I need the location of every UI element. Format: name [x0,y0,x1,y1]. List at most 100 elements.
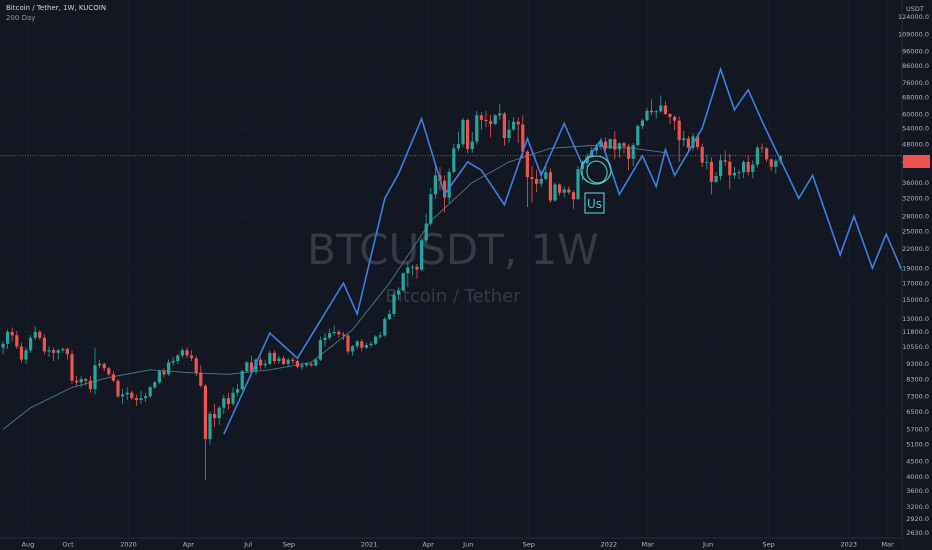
candle [627,144,631,171]
candle [93,347,97,395]
candle [705,154,709,170]
y-tick-label: 2630.0 [906,529,929,537]
candle-body [479,115,483,120]
candle-body [337,331,341,335]
candle-body [42,337,46,352]
candle-body [535,178,539,184]
candle [314,358,318,367]
candle [268,350,272,366]
candle-body [6,331,10,344]
candle-body [282,358,286,364]
candle-body [259,359,263,366]
candle [277,355,281,364]
candle [544,164,548,181]
candle-body [107,368,111,375]
candle [700,144,704,167]
candle [171,356,175,366]
x-tick-label: 2020 [120,541,137,549]
y-tick-label: 36000.0 [902,179,929,187]
candle-body [516,121,520,125]
candle [553,182,557,202]
candle-body [268,352,272,364]
candle [217,405,221,425]
candle-body [56,350,60,353]
candle-body [19,346,23,360]
candle-body [121,394,125,397]
y-tick-label: 5100.0 [906,441,929,449]
candle-body [539,178,543,184]
candle-body [98,363,102,366]
candle [42,334,46,355]
y-tick-label: 5700.0 [906,426,929,434]
candle-body [709,161,713,182]
candle [548,168,552,203]
candle-body [374,336,378,344]
candle-body [75,380,79,383]
candle-body [392,294,396,314]
candle-body [29,337,33,351]
candle-body [369,343,373,346]
us-circle-mark-inner [586,160,608,184]
candle-body [705,161,709,163]
candle-body [397,290,401,295]
candle [282,355,286,366]
symbol-title: Bitcoin / Tether, 1W, KUCOIN [6,4,107,12]
candle-body [636,126,640,145]
candle-body [245,362,249,372]
candle-body [305,363,309,366]
candle-body [498,113,502,116]
candle [507,119,511,143]
candle-body [530,177,534,179]
candle [475,110,479,145]
candle-body [525,151,529,178]
candle-body [686,138,690,148]
candle [213,403,217,428]
candle [732,166,736,179]
candle-body [341,334,345,336]
candle [410,264,414,276]
candle-body [139,398,143,401]
candle-body [47,350,51,352]
candle [199,365,203,388]
candle [75,375,79,386]
x-tick-label: Jul [243,541,252,549]
candle [447,168,451,204]
candle [328,328,332,341]
x-tick-label: Mar [881,541,894,549]
candle-body [157,371,161,383]
candle [263,359,267,369]
candle [470,132,474,153]
candle-body [594,146,598,151]
time-axis[interactable]: Aug Oct 2020 Apr Jul Sep 2021 Apr Jun Sep 2022 Mar J… [0,537,932,550]
candle-body [176,355,180,362]
projection-line [223,66,932,435]
y-tick-label: 10550.0 [902,343,929,351]
candle-body [617,143,621,150]
price-axis[interactable]: USDT 124000.0 109000.0 96000.0 86000.0 76000… [898,0,932,550]
candle-body [668,113,672,117]
candle [231,387,235,406]
candle-body [751,164,755,172]
candle-body [746,161,750,172]
y-tick-label: 7300.0 [906,392,929,400]
candle [387,310,391,321]
y-tick-label: 109000.0 [898,30,929,38]
candle-body [226,398,230,404]
candle-body [406,267,410,274]
candle-body [452,148,456,172]
candle-body [240,371,244,390]
candle [286,358,290,367]
candle-body [700,146,704,163]
candle [415,264,419,279]
y-tick-label: 68000.0 [902,94,929,102]
x-tick-label: Oct [62,541,74,549]
candle [512,117,516,131]
candle-body [300,365,304,367]
candle [369,341,373,348]
y-tick-label: 60000.0 [902,110,929,118]
candle [208,411,212,445]
candle [300,362,304,370]
candle [663,101,667,115]
candle [107,366,111,376]
